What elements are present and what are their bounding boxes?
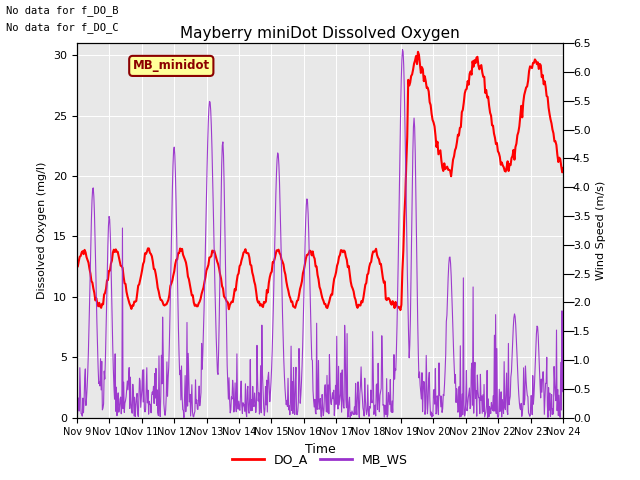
Legend: DO_A, MB_WS: DO_A, MB_WS (227, 448, 413, 471)
Title: Mayberry miniDot Dissolved Oxygen: Mayberry miniDot Dissolved Oxygen (180, 25, 460, 41)
Text: MB_minidot: MB_minidot (132, 60, 210, 72)
X-axis label: Time: Time (305, 443, 335, 456)
Text: No data for f_DO_B: No data for f_DO_B (6, 5, 119, 16)
Y-axis label: Dissolved Oxygen (mg/l): Dissolved Oxygen (mg/l) (37, 162, 47, 299)
Text: No data for f_DO_C: No data for f_DO_C (6, 22, 119, 33)
Y-axis label: Wind Speed (m/s): Wind Speed (m/s) (596, 181, 606, 280)
